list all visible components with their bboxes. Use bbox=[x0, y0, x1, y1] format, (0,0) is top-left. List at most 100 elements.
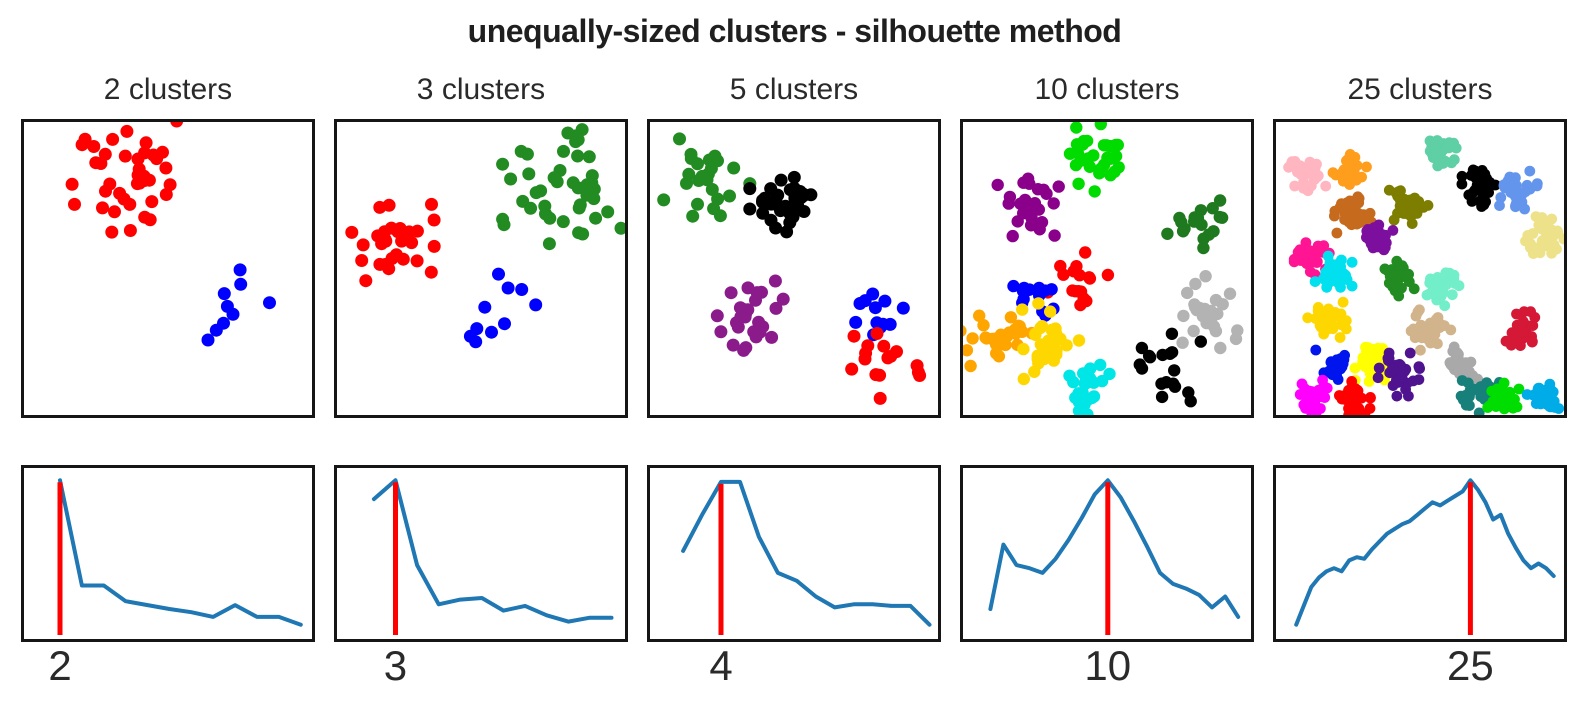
data-point bbox=[749, 293, 762, 307]
data-point bbox=[774, 204, 787, 218]
data-point bbox=[1330, 169, 1342, 181]
data-point bbox=[1521, 179, 1533, 191]
data-point bbox=[705, 183, 719, 196]
data-point bbox=[145, 195, 159, 209]
data-point bbox=[1032, 281, 1046, 295]
data-point bbox=[1415, 344, 1426, 356]
data-point bbox=[1088, 185, 1101, 198]
data-point bbox=[1309, 276, 1321, 287]
data-point bbox=[1378, 244, 1390, 256]
data-point bbox=[1085, 391, 1099, 405]
data-point bbox=[979, 331, 992, 344]
data-point bbox=[1495, 192, 1507, 203]
data-point bbox=[1104, 169, 1117, 182]
data-point bbox=[1422, 200, 1434, 211]
data-point bbox=[1133, 358, 1146, 371]
data-point bbox=[1155, 390, 1169, 404]
data-point bbox=[1082, 271, 1096, 284]
data-point bbox=[1449, 278, 1461, 289]
silhouette-plot bbox=[21, 465, 315, 642]
data-point bbox=[992, 350, 1006, 363]
data-point bbox=[556, 215, 570, 229]
data-point bbox=[1500, 335, 1512, 347]
data-point bbox=[561, 126, 575, 140]
data-point bbox=[741, 281, 755, 295]
silhouette-score-line bbox=[681, 479, 932, 627]
data-point bbox=[1048, 229, 1061, 242]
data-point bbox=[1161, 227, 1174, 240]
data-point bbox=[1047, 197, 1060, 210]
data-point bbox=[1447, 345, 1459, 357]
x-tick-label-best-k: 10 bbox=[1084, 642, 1132, 689]
data-point bbox=[1004, 311, 1018, 324]
data-point bbox=[1302, 312, 1314, 324]
data-point bbox=[143, 213, 157, 227]
panel-column-5-clusters: 5 clusters 4 bbox=[647, 0, 941, 709]
x-tick-label-best-k: 4 bbox=[709, 642, 733, 689]
data-point bbox=[1533, 219, 1545, 231]
data-point bbox=[515, 283, 529, 296]
data-point bbox=[391, 225, 405, 239]
data-point bbox=[1302, 185, 1314, 197]
data-point bbox=[1489, 179, 1501, 191]
data-point bbox=[1473, 407, 1485, 415]
data-point bbox=[524, 201, 538, 215]
data-point bbox=[1501, 401, 1513, 413]
data-point bbox=[1389, 269, 1401, 280]
data-point bbox=[1372, 342, 1384, 354]
data-point bbox=[1199, 270, 1212, 283]
data-point bbox=[724, 286, 738, 300]
data-point bbox=[1363, 376, 1375, 387]
silhouette-curve-canvas bbox=[57, 478, 303, 635]
data-point bbox=[1442, 142, 1454, 153]
data-point bbox=[881, 351, 895, 365]
data-point bbox=[1346, 280, 1358, 292]
data-point bbox=[1334, 332, 1346, 343]
data-point bbox=[749, 330, 763, 344]
data-point bbox=[496, 212, 510, 226]
data-point bbox=[1461, 389, 1473, 401]
data-point bbox=[1361, 225, 1373, 237]
data-point bbox=[1094, 358, 1107, 372]
data-point bbox=[220, 299, 234, 313]
subplot-title: 2 clusters bbox=[103, 73, 233, 106]
data-point bbox=[1135, 341, 1149, 355]
data-point bbox=[1546, 385, 1558, 397]
data-point bbox=[1206, 202, 1219, 215]
data-point bbox=[764, 197, 778, 211]
data-point bbox=[1432, 338, 1443, 350]
data-point bbox=[1404, 347, 1416, 359]
data-point bbox=[868, 301, 882, 315]
data-point bbox=[1393, 186, 1404, 197]
data-point bbox=[1311, 257, 1323, 268]
data-point bbox=[684, 147, 698, 161]
data-point bbox=[1213, 210, 1226, 224]
silhouette-score-line bbox=[58, 478, 303, 627]
data-point bbox=[1315, 403, 1326, 414]
scatter-points-canvas bbox=[657, 132, 927, 405]
data-point bbox=[1421, 289, 1433, 301]
data-point bbox=[1223, 287, 1237, 300]
data-point bbox=[410, 224, 424, 238]
data-point bbox=[585, 176, 599, 190]
data-point bbox=[1301, 255, 1313, 267]
data-point bbox=[707, 202, 721, 216]
scatter-points-canvas bbox=[1283, 135, 1564, 415]
data-point bbox=[1388, 214, 1400, 226]
data-point bbox=[1343, 409, 1354, 415]
data-point bbox=[1320, 180, 1332, 192]
data-point bbox=[1394, 194, 1406, 206]
silhouette-plot bbox=[647, 465, 941, 642]
data-point bbox=[1404, 202, 1416, 214]
data-point bbox=[730, 316, 743, 330]
subplot-title: 10 clusters bbox=[1034, 73, 1180, 106]
data-point bbox=[1537, 393, 1548, 405]
subplot-title: 25 clusters bbox=[1347, 73, 1493, 106]
data-point bbox=[1344, 149, 1356, 160]
data-point bbox=[522, 167, 536, 181]
data-point bbox=[673, 132, 686, 146]
data-point bbox=[1465, 356, 1477, 368]
data-point bbox=[1341, 201, 1353, 212]
data-point bbox=[1177, 309, 1190, 323]
